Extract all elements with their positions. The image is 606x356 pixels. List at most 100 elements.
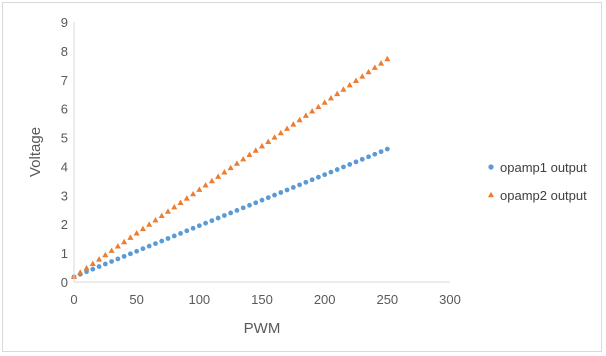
- plot-area: [70, 55, 391, 280]
- data-point: [302, 112, 309, 118]
- data-point: [353, 159, 359, 165]
- data-point: [171, 203, 178, 210]
- data-point: [277, 129, 284, 136]
- data-point: [146, 243, 152, 249]
- data-point: [278, 190, 284, 195]
- data-point: [352, 77, 360, 83]
- data-point: [127, 234, 134, 240]
- x-axis-title: PWM: [244, 320, 281, 337]
- x-tick-labels: 0 50 100 150 200 250 300: [70, 292, 460, 307]
- data-point: [90, 266, 96, 272]
- y-tick-label: 9: [61, 15, 68, 30]
- y-tick-label: 0: [61, 275, 68, 290]
- data-point: [384, 55, 391, 62]
- data-point: [240, 205, 246, 211]
- data-point: [209, 218, 215, 224]
- data-point: [115, 256, 121, 262]
- data-point: [378, 149, 384, 155]
- data-point: [228, 210, 234, 216]
- data-point: [203, 220, 209, 226]
- data-point: [153, 241, 158, 247]
- data-point: [114, 243, 121, 249]
- data-point: [164, 208, 172, 214]
- data-point: [121, 238, 128, 245]
- data-point: [258, 142, 266, 149]
- legend: opamp1 output opamp2 output: [487, 160, 587, 203]
- data-point: [178, 230, 183, 236]
- data-point: [121, 253, 127, 259]
- data-point: [102, 251, 109, 258]
- y-tick-label: 4: [61, 159, 68, 174]
- data-point: [315, 103, 322, 110]
- chart-frame: 0 50 100 150 200 250 300 0 1 2 3 4 5 6 7 8 9 PWM Voltag…: [2, 2, 602, 352]
- data-point: [246, 151, 253, 158]
- data-point: [334, 167, 340, 172]
- data-point: [265, 195, 271, 201]
- data-point: [215, 173, 222, 179]
- data-point: [359, 156, 365, 162]
- data-point: [77, 269, 84, 275]
- x-tick-label: 0: [70, 292, 77, 307]
- data-point: [309, 177, 315, 183]
- y-tick-labels: 0 1 2 3 4 5 6 7 8 9: [61, 15, 68, 290]
- x-tick-label: 150: [251, 292, 273, 307]
- data-point: [190, 190, 197, 197]
- data-point: [303, 179, 309, 185]
- data-point: [165, 236, 171, 241]
- data-point: [159, 238, 165, 244]
- data-point: [328, 169, 334, 175]
- data-point: [96, 256, 103, 262]
- y-axis-title: Voltage: [27, 127, 44, 177]
- axes: [73, 22, 450, 283]
- x-tick-label: 100: [188, 292, 210, 307]
- data-point: [222, 213, 227, 218]
- data-point: [108, 247, 115, 253]
- data-point: [83, 264, 90, 271]
- x-tick-label: 250: [376, 292, 398, 307]
- data-point: [158, 212, 165, 219]
- y-tick-label: 7: [61, 73, 68, 88]
- legend-label-opamp2: opamp2 output: [500, 188, 587, 203]
- data-point: [346, 81, 353, 88]
- x-tick-label: 200: [314, 292, 336, 307]
- data-point: [340, 86, 347, 92]
- x-tick-label: 50: [129, 292, 143, 307]
- data-point: [265, 138, 272, 144]
- data-point: [233, 160, 240, 166]
- data-point: [252, 147, 259, 153]
- data-point: [321, 99, 328, 105]
- data-point: [284, 125, 291, 131]
- data-point: [133, 230, 140, 236]
- data-point: [227, 164, 234, 171]
- data-point: [341, 164, 346, 170]
- data-point: [290, 185, 296, 190]
- data-point: [128, 251, 133, 257]
- data-point: [240, 155, 247, 162]
- series-2: [70, 55, 391, 280]
- data-point: [309, 108, 316, 114]
- scatter-chart: 0 50 100 150 200 250 300 0 1 2 3 4 5 6 7 8 9 PWM Voltag…: [27, 15, 587, 337]
- data-point: [327, 94, 334, 101]
- data-point: [290, 121, 297, 127]
- data-point: [247, 202, 252, 208]
- data-point: [84, 269, 89, 275]
- legend-marker-triangle: [487, 191, 495, 198]
- data-point: [177, 199, 184, 205]
- legend-label-opamp1: opamp1 output: [500, 160, 587, 175]
- data-point: [171, 233, 177, 239]
- data-point: [208, 177, 215, 184]
- data-point: [89, 260, 96, 266]
- data-point: [272, 192, 277, 198]
- data-point: [202, 182, 209, 188]
- data-point: [139, 225, 146, 232]
- y-tick-label: 3: [61, 188, 68, 203]
- data-point: [109, 259, 114, 264]
- data-point: [366, 154, 371, 160]
- y-tick-label: 8: [61, 44, 68, 59]
- data-point: [322, 172, 328, 178]
- data-point: [334, 90, 341, 97]
- data-point: [365, 68, 372, 75]
- data-point: [316, 174, 321, 180]
- data-point: [102, 261, 108, 267]
- data-point: [146, 221, 153, 227]
